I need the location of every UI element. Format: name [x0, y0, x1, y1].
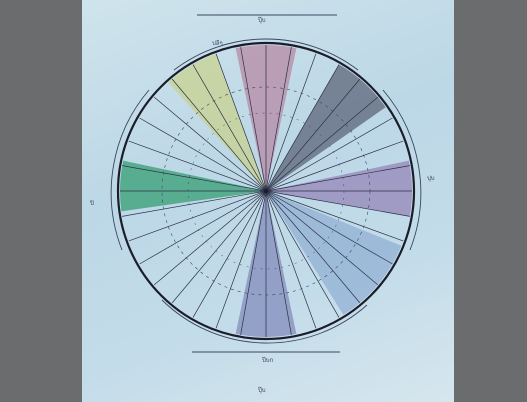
spoke: [128, 190, 267, 242]
spoke: [265, 190, 361, 304]
inner-ring-1: [161, 86, 371, 296]
spoke: [240, 190, 267, 335]
spoke: [265, 64, 340, 192]
spoke: [171, 78, 267, 192]
spoke: [192, 190, 267, 318]
bottom-label: ปุ๊บ: [258, 387, 266, 394]
spoke: [139, 190, 267, 265]
sector-upper-left-yellow: [168, 53, 266, 192]
spoke: [265, 190, 379, 286]
diagram-photo: ปุ๊บ ปุ๊บ ปลีๆ ปีบก ปิ ปุบ: [82, 0, 454, 402]
outer-circle: [116, 41, 416, 341]
spoke: [153, 190, 267, 286]
spoke: [215, 190, 267, 329]
spoke: [265, 78, 361, 192]
spoke: [265, 190, 404, 242]
spoke: [265, 140, 404, 192]
spoke: [215, 53, 267, 192]
bottom-arc-label: ปีบก: [261, 356, 273, 364]
spoke: [240, 47, 267, 192]
spoke: [265, 47, 292, 192]
spoke: [139, 117, 267, 192]
wheel-diagram: ปุ๊บ ปุ๊บ ปลีๆ ปีบก ปิ ปุบ: [89, 14, 435, 394]
spoke: [153, 96, 267, 192]
spoke: [122, 165, 267, 192]
spoke: [171, 190, 267, 304]
sector-right-purple: [266, 160, 412, 217]
spoke: [122, 190, 267, 217]
right-label: ปุบ: [427, 175, 435, 182]
sector-lower-right-blue: [266, 191, 402, 315]
sector-left-green: [120, 160, 266, 212]
spoke: [265, 165, 410, 192]
spoke: [265, 53, 317, 192]
spoke: [265, 117, 393, 192]
spoke: [265, 190, 292, 335]
sector-upper-right-dark: [266, 64, 386, 191]
spoke: [265, 190, 410, 217]
outer-arrow-arcs: [110, 14, 422, 353]
spoke: [192, 64, 267, 192]
top-label: ปุ๊บ: [258, 17, 266, 24]
spoke: [265, 190, 340, 318]
top-arc-label: ปลีๆ: [212, 39, 223, 47]
colored-sectors: [120, 45, 412, 338]
center-point: [263, 188, 269, 194]
radial-lines: [120, 45, 412, 337]
spoke: [265, 190, 393, 265]
spoke: [128, 140, 267, 192]
left-label: ปิ: [89, 200, 94, 207]
spoke: [265, 96, 379, 192]
inner-ring-2: [187, 112, 345, 270]
spoke: [265, 190, 317, 329]
